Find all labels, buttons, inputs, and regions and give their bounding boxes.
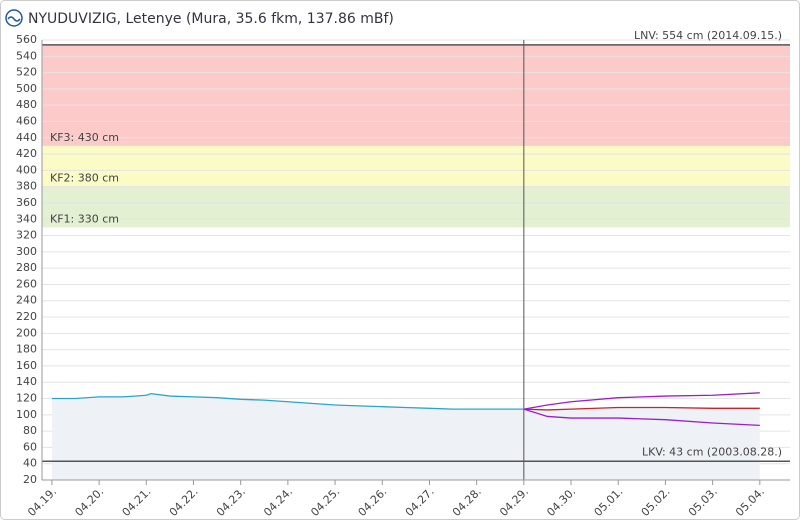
y-tick-label: 140 xyxy=(16,375,37,388)
y-tick-label: 500 xyxy=(16,82,37,95)
y-tick-label: 220 xyxy=(16,310,37,323)
y-tick-label: 200 xyxy=(16,326,37,339)
y-tick-label: 80 xyxy=(23,424,37,437)
y-tick-label: 400 xyxy=(16,163,37,176)
y-tick-label: 100 xyxy=(16,408,37,421)
y-tick-label: 340 xyxy=(16,212,37,225)
y-tick-label: 320 xyxy=(16,229,37,242)
y-tick-label: 520 xyxy=(16,66,37,79)
band-label: KF1: 330 cm xyxy=(50,212,119,225)
y-tick-label: 280 xyxy=(16,261,37,274)
y-tick-label: 240 xyxy=(16,294,37,307)
series-line xyxy=(523,406,760,411)
y-tick-label: 40 xyxy=(23,457,37,470)
y-tick-label: 120 xyxy=(16,392,37,405)
threshold-band xyxy=(42,186,790,228)
band-label: KF2: 380 cm xyxy=(50,172,119,185)
y-tick-label: 20 xyxy=(23,473,37,486)
reference-label: LNV: 554 cm (2014.09.15.) xyxy=(634,29,782,42)
y-tick-label: 300 xyxy=(16,245,37,258)
y-tick-label: 360 xyxy=(16,196,37,209)
y-tick-label: 420 xyxy=(16,147,37,160)
y-tick-label: 480 xyxy=(16,98,37,111)
logo xyxy=(5,9,23,27)
y-tick-label: 540 xyxy=(16,49,37,62)
y-tick-label: 560 xyxy=(16,33,37,46)
y-tick-label: 260 xyxy=(16,277,37,290)
chart-title: NYUDUVIZIG, Letenye (Mura, 35.6 fkm, 137… xyxy=(28,11,394,27)
y-tick-label: 160 xyxy=(16,359,37,372)
area xyxy=(51,393,524,480)
reference-label: LKV: 43 cm (2003.08.28.) xyxy=(642,445,782,458)
series-line xyxy=(523,408,760,427)
y-tick-label: 60 xyxy=(23,440,37,453)
y-tick-label: 380 xyxy=(16,180,37,193)
threshold-band xyxy=(42,145,790,187)
y-tick-label: 460 xyxy=(16,114,37,127)
band-label: KF3: 430 cm xyxy=(50,131,119,144)
threshold-band xyxy=(42,44,790,146)
y-tick-label: 440 xyxy=(16,131,37,144)
series-line xyxy=(51,392,524,410)
series-line xyxy=(523,392,760,410)
y-tick-label: 180 xyxy=(16,343,37,356)
